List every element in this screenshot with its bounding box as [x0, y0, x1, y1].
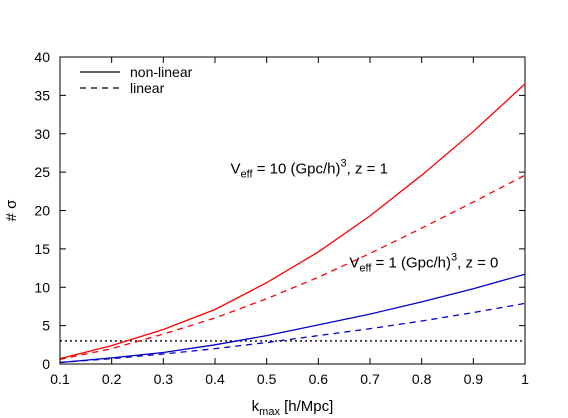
y-tick-label: 25 — [34, 164, 50, 180]
legend-label-linear: linear — [130, 80, 165, 96]
y-tick-label: 15 — [34, 241, 50, 257]
x-axis-label-subscript: max — [259, 406, 280, 418]
x-axis-label: kmax [h/Mpc] — [252, 398, 334, 418]
series-veff10-linear — [59, 174, 526, 361]
x-tick-label: 0.4 — [205, 371, 225, 387]
annotation-superscript: 3 — [451, 251, 457, 263]
x-tick-label: 0.9 — [464, 371, 484, 387]
x-tick-label: 1 — [521, 371, 529, 387]
series-lines — [59, 83, 526, 364]
y-tick-label: 5 — [42, 318, 50, 334]
annotation-prefix: V — [349, 254, 359, 271]
axis-tick-labels: 0.1 0.2 0.3 0.4 0.5 0.6 0.7 0.8 0.9 1051015202530… — [34, 49, 529, 387]
series-veff1-nonlinear — [59, 273, 526, 364]
x-tick-label: 0.6 — [309, 371, 329, 387]
x-tick-label: 0.2 — [102, 371, 122, 387]
y-axis-label: # σ — [3, 199, 20, 222]
axis-labels: kmax [h/Mpc] # σ — [3, 199, 333, 418]
y-tick-label: 20 — [34, 203, 50, 219]
x-axis-label-unit: [h/Mpc] — [280, 398, 333, 415]
annotation-middle: = 10 (Gpc/h) — [253, 161, 341, 178]
y-tick-label: 30 — [34, 126, 50, 142]
legend-label-nonlinear: non-linear — [130, 64, 193, 80]
plot-area-border — [59, 56, 526, 365]
y-tick-label: 0 — [42, 356, 50, 372]
annotation-superscript: 3 — [341, 158, 347, 170]
annotation-subscript: eff — [359, 262, 372, 274]
series-veff1-linear — [59, 302, 526, 364]
axis-ticks — [59, 56, 526, 365]
ann-veff10: Veff = 10 (Gpc/h)3, z = 1 — [231, 158, 388, 181]
annotation-middle: = 1 (Gpc/h) — [371, 254, 451, 271]
annotation-suffix: , z = 0 — [457, 254, 498, 271]
y-tick-label: 40 — [34, 49, 50, 65]
x-axis-label-main: k — [252, 398, 260, 415]
plot-frame — [59, 56, 526, 365]
x-tick-label: 0.8 — [412, 371, 432, 387]
annotation-subscript: eff — [241, 169, 254, 181]
series-veff10-nonlinear — [59, 83, 526, 360]
y-tick-label: 35 — [34, 87, 50, 103]
annotation-prefix: V — [231, 161, 241, 178]
x-tick-label: 0.1 — [50, 371, 70, 387]
x-tick-label: 0.5 — [257, 371, 277, 387]
y-tick-label: 10 — [34, 279, 50, 295]
ann-veff1: Veff = 1 (Gpc/h)3, z = 0 — [349, 251, 498, 274]
x-tick-label: 0.3 — [154, 371, 174, 387]
annotation-suffix: , z = 1 — [347, 161, 388, 178]
x-tick-label: 0.7 — [360, 371, 380, 387]
